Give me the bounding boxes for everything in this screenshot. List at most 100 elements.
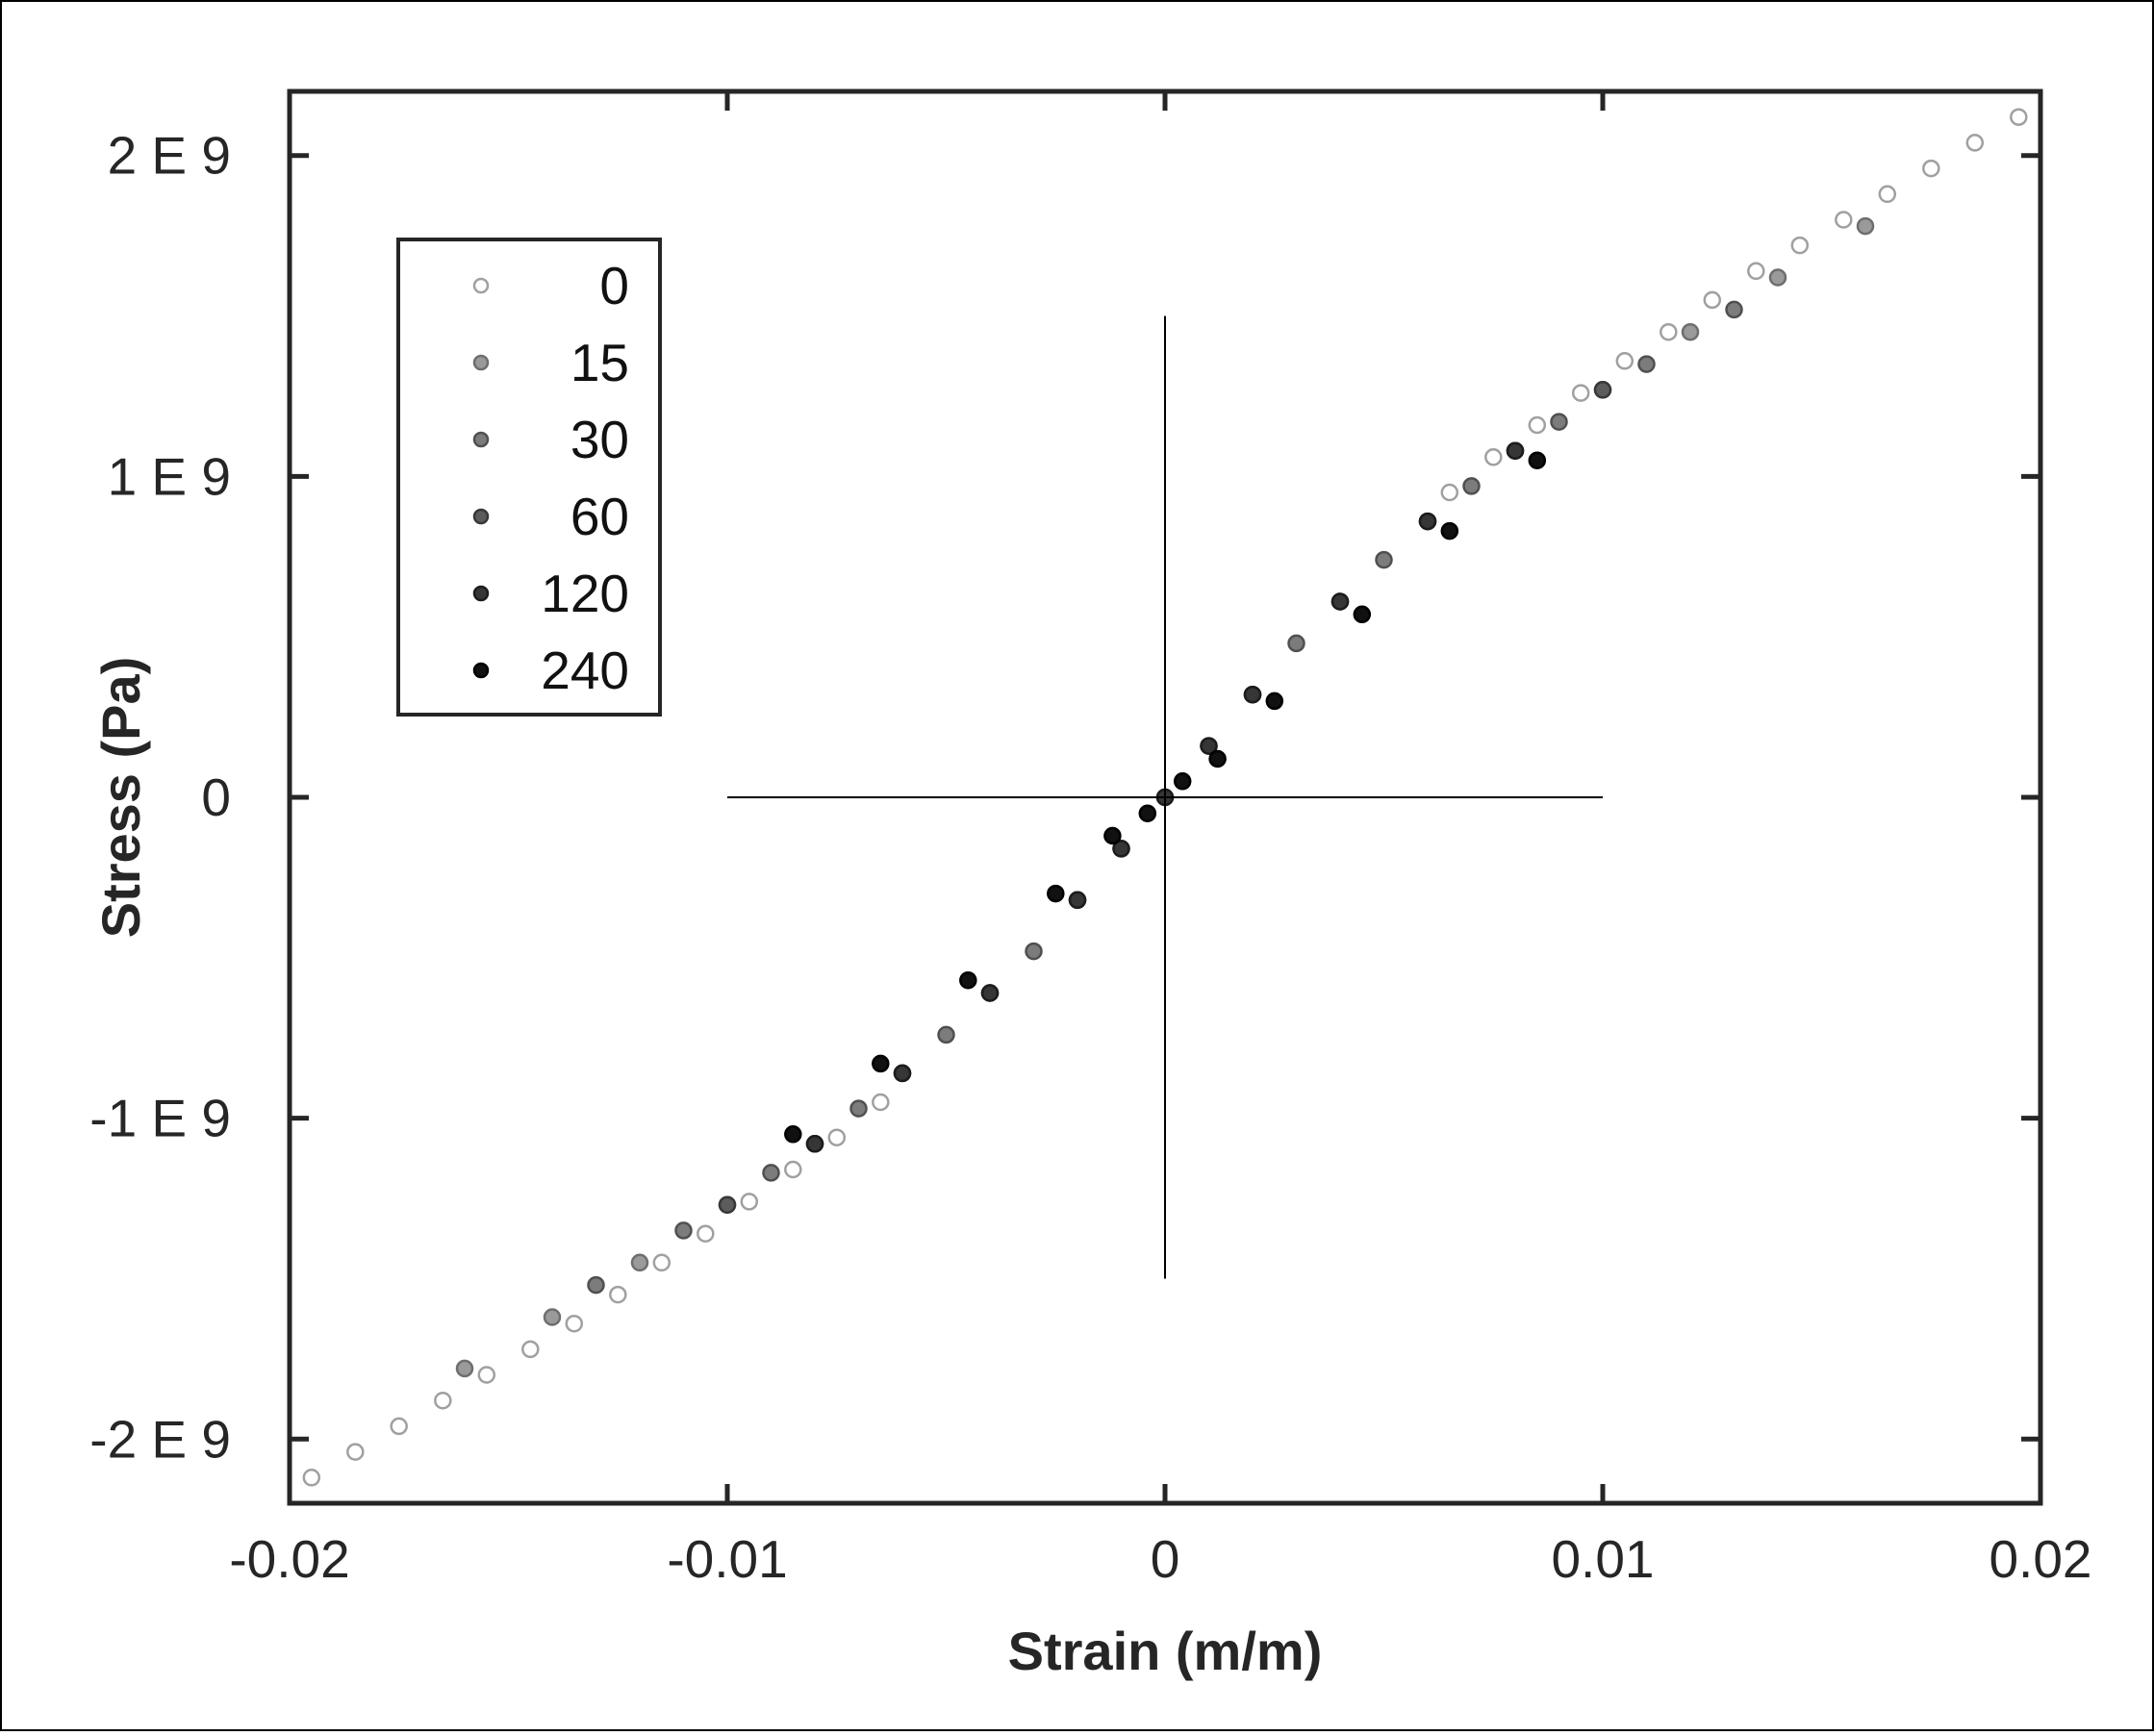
data-point: [1922, 159, 1940, 178]
series-30: [587, 300, 1743, 1295]
data-point: [1440, 521, 1459, 541]
data-point: [1243, 685, 1262, 704]
data-point: [1418, 512, 1437, 531]
data-point: [1593, 381, 1612, 399]
data-point: [1265, 692, 1284, 711]
x-tick-label: 0.01: [1551, 1529, 1654, 1589]
data-point: [1484, 448, 1503, 466]
data-point: [1353, 605, 1372, 624]
y-tick-label: 1 E 9: [108, 446, 231, 506]
y-tick-labels: 2 E 9 1 E 9 0 -1 E 9 -2 E 9: [89, 126, 231, 1470]
data-point: [1725, 300, 1743, 319]
data-point: [1528, 451, 1547, 469]
data-point: [390, 1417, 408, 1436]
data-point: [609, 1285, 627, 1304]
data-point: [1790, 236, 1810, 255]
y-tick-label: 0: [201, 767, 231, 827]
series-240: [784, 451, 1547, 1144]
data-point: [1637, 355, 1656, 373]
data-point: [1506, 441, 1525, 460]
data-point: [762, 1164, 780, 1182]
data-point: [1571, 384, 1590, 402]
data-point: [1550, 413, 1568, 431]
data-point: [346, 1443, 365, 1461]
reference-lines: [727, 315, 1603, 1279]
data-point: [521, 1340, 540, 1359]
data-point: [1173, 772, 1192, 791]
data-point: [959, 970, 977, 990]
x-tick-labels: -0.02 -0.01 0 0.01 0.02: [229, 1529, 2091, 1589]
data-point: [630, 1253, 649, 1272]
data-point: [980, 984, 1000, 1002]
data-point: [1528, 415, 1547, 435]
data-point: [1878, 185, 1897, 204]
x-tick-label: -0.02: [229, 1529, 349, 1589]
data-point: [434, 1391, 452, 1410]
data-point: [543, 1308, 562, 1326]
data-point: [849, 1099, 868, 1118]
data-point: [784, 1160, 802, 1179]
data-point: [784, 1125, 802, 1144]
data-point: [1856, 216, 1875, 236]
data-point: [1103, 826, 1122, 845]
legend-marker: [472, 277, 490, 294]
legend-entry: 60: [472, 487, 629, 546]
data-point: [1375, 550, 1393, 569]
legend-marker: [472, 662, 490, 679]
data-points: [302, 108, 2028, 1487]
legend-marker: [472, 354, 490, 371]
data-point: [1200, 737, 1218, 755]
legend-label: 15: [570, 333, 629, 392]
y-tick-label: -2 E 9: [89, 1409, 231, 1469]
legend-label: 30: [570, 410, 629, 469]
x-axis-label: Strain (m/m): [1008, 1621, 1323, 1681]
data-point: [1703, 290, 1722, 310]
data-point: [674, 1221, 693, 1240]
data-point: [805, 1135, 824, 1153]
data-point: [893, 1064, 912, 1083]
data-point: [652, 1253, 672, 1272]
legend-box: [396, 238, 662, 717]
data-point: [1025, 942, 1043, 961]
x-tick-label: 0: [1151, 1529, 1180, 1589]
data-point: [1681, 322, 1700, 341]
data-point: [697, 1224, 715, 1243]
legend-entry: 0: [472, 256, 629, 315]
x-tick-label: -0.01: [667, 1529, 787, 1589]
data-point: [1747, 262, 1765, 281]
data-point: [1112, 840, 1130, 858]
data-point: [740, 1193, 759, 1211]
data-point: [827, 1128, 847, 1146]
legend-marker: [472, 508, 490, 525]
data-point: [455, 1359, 474, 1378]
data-point: [302, 1469, 321, 1487]
data-point: [1330, 592, 1350, 611]
data-point: [872, 1093, 890, 1112]
legend-entry: 15: [472, 333, 629, 392]
legend-entry: 120: [472, 564, 629, 623]
data-point: [1660, 322, 1678, 341]
data-point: [718, 1195, 737, 1214]
legend-label: 120: [541, 564, 629, 623]
legend-entry: 240: [472, 641, 629, 700]
data-point: [2010, 108, 2028, 126]
data-point: [1462, 477, 1481, 495]
legend-label: 0: [599, 256, 629, 315]
data-point: [1965, 134, 1985, 152]
legend-label: 60: [570, 487, 629, 546]
y-tick-label: -1 E 9: [89, 1089, 231, 1148]
data-point: [872, 1054, 890, 1073]
data-point: [477, 1366, 496, 1384]
data-point: [1287, 634, 1305, 653]
legend: 0 15 30 60 120 240: [396, 238, 662, 717]
data-point: [1208, 749, 1227, 768]
y-tick-label: 2 E 9: [108, 126, 231, 186]
data-point: [1835, 211, 1853, 229]
series-0: [302, 108, 2028, 1487]
x-tick-label: 0.02: [1989, 1529, 2091, 1589]
y-axis-label: Stress (Pa): [90, 657, 151, 939]
legend-marker: [472, 585, 490, 602]
data-point: [1768, 268, 1787, 287]
